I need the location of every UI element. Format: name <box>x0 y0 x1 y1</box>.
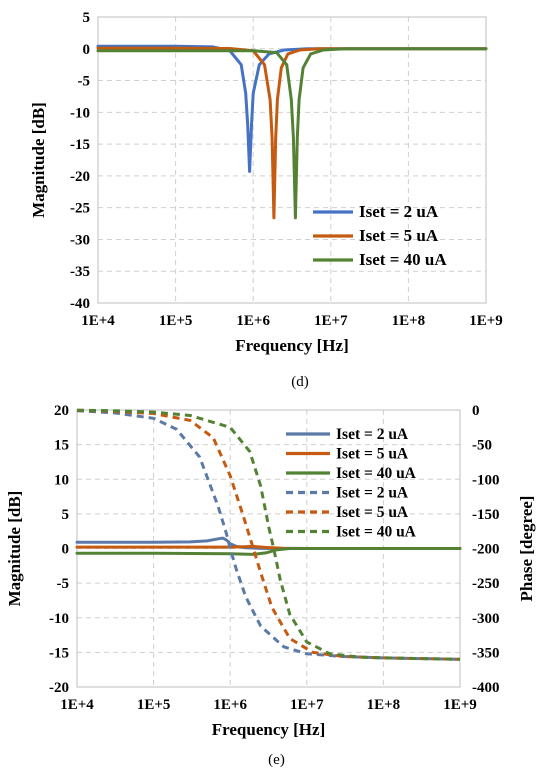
y-axis-title: Magnitude [dB] <box>29 102 48 218</box>
series-line-3 <box>96 47 488 220</box>
x-axis-title: Frequency [Hz] <box>235 336 348 355</box>
x-tick-label: 1E+9 <box>469 313 503 329</box>
y-tick-label: -10 <box>49 611 69 627</box>
y-tick-label: -30 <box>70 232 90 248</box>
y-tick-label: -25 <box>70 201 90 217</box>
y2-tick-label: -350 <box>472 645 500 661</box>
y-axis-title: Magnitude [dB] <box>5 491 24 607</box>
y-tick-label: 15 <box>54 438 69 454</box>
y-tick-label: -20 <box>70 169 90 185</box>
y-tick-label: -5 <box>78 74 91 90</box>
figure-caption: (d) <box>291 374 309 390</box>
y2-tick-label: -50 <box>472 438 492 454</box>
x-tick-label: 1E+6 <box>236 313 270 329</box>
plot-frame <box>97 16 487 304</box>
legend-label: Iset = 2 uA <box>359 202 439 221</box>
x-tick-label: 1E+7 <box>314 313 348 329</box>
y-tick-label: 0 <box>83 42 91 58</box>
y2-tick-label: -200 <box>472 542 500 558</box>
x-tick-label: 1E+5 <box>137 697 171 713</box>
y-tick-label: 20 <box>54 403 69 419</box>
x-tick-label: 1E+5 <box>159 313 193 329</box>
y2-tick-label: -300 <box>472 611 500 627</box>
x-tick-label: 1E+4 <box>81 313 115 329</box>
chart-d: 1E+4 1E+5 1E+6 1E+7 1E+8 1E+9 5 0 -5 -10 -15 -20 -25… <box>29 10 503 390</box>
x-axis-title: Frequency [Hz] <box>212 720 325 739</box>
y-tick-label: -10 <box>70 105 90 121</box>
figure-caption: (e) <box>268 752 285 768</box>
y-tick-label: 0 <box>62 542 70 558</box>
x-tick-label: 1E+7 <box>290 697 324 713</box>
legend-label: Iset = 40 uA <box>336 465 417 482</box>
y2-tick-label: -250 <box>472 576 500 592</box>
legend-label: Iset = 5 uA <box>359 226 439 245</box>
legend-label: Iset = 2 uA <box>336 485 409 502</box>
series-line-phase-4 <box>76 409 461 661</box>
x-tick-label: 1E+8 <box>367 697 401 713</box>
y2-tick-label: -150 <box>472 507 500 523</box>
y-tick-label: -15 <box>70 137 90 153</box>
y2-tick-label: 0 <box>472 403 480 419</box>
chart-e: 1E+4 1E+5 1E+6 1E+7 1E+8 1E+9 20 15 10 5 0 -5 -10 -15… <box>5 403 536 768</box>
legend-label: Iset = 40 uA <box>336 524 417 541</box>
y2-axis-title: Phase [degree] <box>517 496 536 602</box>
y-tick-label: 5 <box>62 507 70 523</box>
y-tick-label: -40 <box>70 296 90 312</box>
y2-tick-label: -100 <box>472 472 500 488</box>
x-tick-label: 1E+9 <box>443 697 477 713</box>
y-tick-label: -5 <box>57 576 70 592</box>
x-tick-label: 1E+8 <box>392 313 426 329</box>
y-tick-label: -15 <box>49 645 69 661</box>
y2-tick-label: -400 <box>472 680 500 696</box>
y-tick-label: 5 <box>83 10 91 26</box>
y-tick-label: -35 <box>70 264 90 280</box>
legend-label: Iset = 5 uA <box>336 504 409 521</box>
x-tick-label: 1E+4 <box>60 697 94 713</box>
series-line-3 <box>75 547 462 556</box>
series-line-phase-5 <box>76 408 461 661</box>
y-tick-label: -20 <box>49 680 69 696</box>
legend-label: Iset = 2 uA <box>336 426 409 443</box>
y-tick-label: 10 <box>54 472 69 488</box>
legend-label: Iset = 5 uA <box>336 446 409 463</box>
legend-label: Iset = 40 uA <box>359 250 447 269</box>
x-tick-label: 1E+6 <box>213 697 247 713</box>
